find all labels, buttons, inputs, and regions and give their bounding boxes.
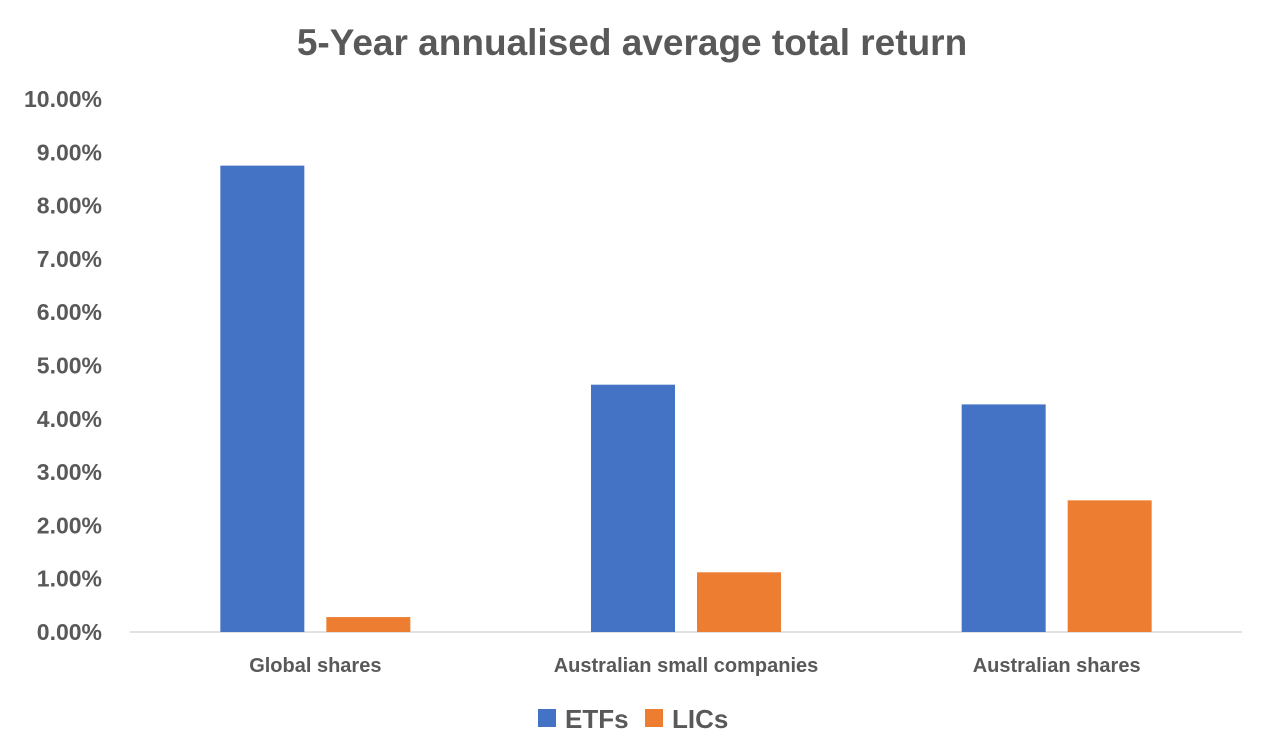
y-tick-label: 10.00%	[24, 86, 102, 112]
bar-etfs	[591, 384, 675, 632]
y-tick-label: 1.00%	[37, 566, 102, 592]
legend-label-etfs: ETFs	[565, 704, 629, 734]
y-tick-label: 3.00%	[37, 459, 102, 485]
x-tick-label: Australian small companies	[554, 655, 819, 677]
x-tick-label: Australian shares	[973, 655, 1141, 677]
y-tick-label: 4.00%	[37, 406, 102, 432]
bar-etfs	[220, 165, 305, 632]
bar-lics	[697, 572, 781, 632]
bar-etfs	[961, 404, 1046, 632]
y-tick-label: 6.00%	[37, 299, 102, 325]
chart-title: 5-Year annualised average total return	[296, 22, 968, 63]
legend-label-lics: LICs	[672, 704, 728, 734]
y-tick-label: 8.00%	[37, 193, 102, 219]
y-tick-label: 0.00%	[37, 619, 102, 645]
x-tick-label: Global shares	[249, 655, 381, 677]
legend-swatch-lics	[645, 709, 663, 727]
y-tick-label: 5.00%	[37, 353, 102, 379]
y-tick-label: 2.00%	[37, 512, 102, 538]
bar-lics	[1067, 500, 1152, 632]
y-tick-label: 7.00%	[37, 246, 102, 272]
y-tick-label: 9.00%	[37, 139, 102, 165]
bar-lics	[326, 617, 411, 632]
legend-swatch-etfs	[538, 709, 556, 727]
